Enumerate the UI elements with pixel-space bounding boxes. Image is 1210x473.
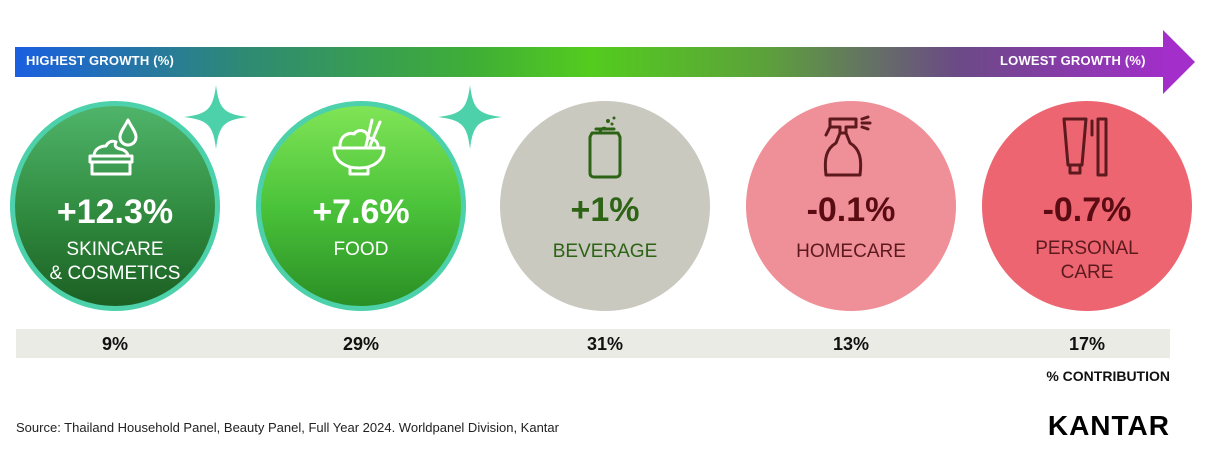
contribution-label: % CONTRIBUTION	[1046, 368, 1170, 384]
source-note: Source: Thailand Household Panel, Beauty…	[16, 420, 559, 435]
category-name: BEVERAGE	[552, 241, 658, 262]
contribution-value: 9%	[101, 334, 128, 354]
contribution-value: 13%	[832, 334, 870, 354]
contribution-value: 17%	[1068, 334, 1106, 354]
category-name: FOOD	[333, 239, 389, 260]
category-circle-homecare: -0.1% HOMECARE	[746, 101, 956, 311]
category-circle-beverage: +1% BEVERAGE	[500, 101, 710, 311]
growth-value: -0.7%	[1042, 191, 1132, 229]
category-circle-skincare: +12.3% SKINCARE & COSMETICS	[10, 101, 220, 311]
highest-growth-label: HIGHEST GROWTH (%)	[26, 53, 175, 68]
growth-value: +12.3%	[56, 193, 174, 231]
contribution-bar	[16, 329, 1170, 358]
growth-value: +1%	[570, 191, 640, 229]
category-name: HOMECARE	[796, 241, 906, 262]
category-circle-personal-care: -0.7% PERSONAL CARE	[982, 101, 1192, 311]
kantar-logo: KANTAR	[1047, 410, 1170, 441]
growth-value: -0.1%	[806, 191, 896, 229]
arrow-head	[1163, 30, 1195, 94]
toothpaste-toothbrush-icon	[1062, 117, 1108, 177]
rice-bowl-icon	[332, 118, 386, 176]
category-name: PERSONAL CARE	[1035, 238, 1139, 283]
category-name: SKINCARE & COSMETICS	[49, 239, 181, 284]
sparkle-icon	[438, 85, 502, 149]
contribution-value: 31%	[586, 334, 624, 354]
contribution-value: 29%	[342, 334, 380, 354]
sparkle-icon	[184, 85, 248, 149]
growth-value: +7.6%	[312, 193, 410, 231]
cream-jar-icon	[88, 118, 138, 176]
lowest-growth-label: LOWEST GROWTH (%)	[1000, 53, 1146, 68]
category-circle-food: +7.6% FOOD	[256, 101, 466, 311]
spray-bottle-icon	[823, 115, 872, 177]
can-icon	[588, 116, 622, 179]
growth-gradient-arrow	[15, 47, 1165, 77]
